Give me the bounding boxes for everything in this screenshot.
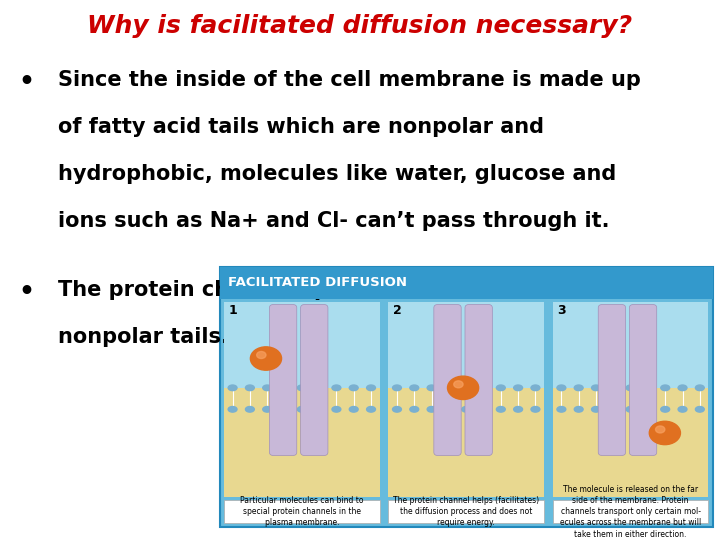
Ellipse shape: [661, 385, 670, 390]
Ellipse shape: [280, 407, 289, 412]
Ellipse shape: [228, 407, 237, 412]
Text: Why is facilitated diffusion necessary?: Why is facilitated diffusion necessary?: [87, 14, 633, 37]
Ellipse shape: [513, 385, 523, 390]
Text: ions such as Na+ and Cl- can’t pass through it.: ions such as Na+ and Cl- can’t pass thro…: [58, 211, 609, 231]
Ellipse shape: [410, 385, 419, 390]
Ellipse shape: [315, 385, 323, 390]
Ellipse shape: [297, 407, 306, 412]
Ellipse shape: [609, 407, 618, 412]
Ellipse shape: [392, 407, 402, 412]
Ellipse shape: [678, 407, 687, 412]
Ellipse shape: [592, 385, 600, 390]
Ellipse shape: [696, 385, 704, 390]
Circle shape: [655, 426, 665, 433]
Ellipse shape: [575, 385, 583, 390]
FancyBboxPatch shape: [224, 302, 379, 388]
Text: FACILITATED DIFFUSION: FACILITATED DIFFUSION: [228, 276, 408, 289]
Ellipse shape: [349, 407, 358, 412]
Ellipse shape: [427, 385, 436, 390]
Ellipse shape: [315, 407, 323, 412]
Ellipse shape: [479, 407, 488, 412]
Ellipse shape: [246, 385, 254, 390]
FancyBboxPatch shape: [553, 501, 708, 523]
Ellipse shape: [366, 407, 375, 412]
Ellipse shape: [661, 407, 670, 412]
Ellipse shape: [626, 407, 635, 412]
FancyBboxPatch shape: [220, 267, 713, 299]
Ellipse shape: [462, 385, 471, 390]
FancyBboxPatch shape: [388, 501, 544, 523]
FancyBboxPatch shape: [388, 302, 544, 388]
Ellipse shape: [678, 385, 687, 390]
Text: 1: 1: [228, 304, 237, 317]
Ellipse shape: [332, 385, 341, 390]
Ellipse shape: [496, 407, 505, 412]
Text: Since the inside of the cell membrane is made up: Since the inside of the cell membrane is…: [58, 70, 641, 90]
Ellipse shape: [228, 385, 237, 390]
FancyBboxPatch shape: [553, 388, 708, 497]
FancyBboxPatch shape: [434, 305, 462, 456]
FancyBboxPatch shape: [553, 302, 708, 388]
Text: 3: 3: [557, 304, 566, 317]
FancyBboxPatch shape: [388, 388, 544, 497]
Ellipse shape: [479, 385, 488, 390]
FancyBboxPatch shape: [465, 305, 492, 456]
Ellipse shape: [644, 407, 652, 412]
Ellipse shape: [263, 385, 271, 390]
Ellipse shape: [263, 407, 271, 412]
FancyBboxPatch shape: [300, 305, 328, 456]
Text: of fatty acid tails which are nonpolar and: of fatty acid tails which are nonpolar a…: [58, 117, 544, 137]
FancyBboxPatch shape: [220, 267, 713, 526]
Text: nonpolar tails.: nonpolar tails.: [58, 327, 228, 347]
Circle shape: [251, 347, 282, 370]
Circle shape: [454, 381, 463, 388]
Ellipse shape: [392, 385, 402, 390]
Ellipse shape: [246, 407, 254, 412]
Text: •: •: [18, 70, 34, 94]
Ellipse shape: [531, 385, 540, 390]
FancyBboxPatch shape: [224, 501, 379, 523]
Text: The molecule is released on the far
side of the membrane. Protein
channels trans: The molecule is released on the far side…: [560, 485, 701, 538]
Text: The protein channels protect them from the: The protein channels protect them from t…: [58, 280, 577, 300]
FancyBboxPatch shape: [598, 305, 626, 456]
Ellipse shape: [513, 407, 523, 412]
Text: Particular molecules can bind to
special protein channels in the
plasma membrane: Particular molecules can bind to special…: [240, 496, 364, 528]
Ellipse shape: [696, 407, 704, 412]
Text: The protein channel helps (facilitates)
the diffusion process and does not
requi: The protein channel helps (facilitates) …: [393, 496, 539, 528]
Text: •: •: [18, 280, 34, 303]
Ellipse shape: [496, 385, 505, 390]
Ellipse shape: [557, 385, 566, 390]
Ellipse shape: [575, 407, 583, 412]
Ellipse shape: [626, 385, 635, 390]
Ellipse shape: [297, 385, 306, 390]
Ellipse shape: [462, 407, 471, 412]
Ellipse shape: [531, 407, 540, 412]
Text: hydrophobic, molecules like water, glucose and: hydrophobic, molecules like water, gluco…: [58, 164, 616, 184]
Ellipse shape: [592, 407, 600, 412]
Ellipse shape: [366, 385, 375, 390]
Circle shape: [448, 376, 479, 400]
Ellipse shape: [427, 407, 436, 412]
Ellipse shape: [332, 407, 341, 412]
Ellipse shape: [557, 407, 566, 412]
Text: 2: 2: [392, 304, 401, 317]
Ellipse shape: [444, 385, 454, 390]
Ellipse shape: [444, 407, 454, 412]
FancyBboxPatch shape: [269, 305, 297, 456]
Ellipse shape: [609, 385, 618, 390]
Ellipse shape: [349, 385, 358, 390]
FancyBboxPatch shape: [629, 305, 657, 456]
Circle shape: [256, 352, 266, 359]
Circle shape: [649, 421, 680, 444]
Ellipse shape: [280, 385, 289, 390]
FancyBboxPatch shape: [224, 388, 379, 497]
Ellipse shape: [410, 407, 419, 412]
Ellipse shape: [644, 385, 652, 390]
